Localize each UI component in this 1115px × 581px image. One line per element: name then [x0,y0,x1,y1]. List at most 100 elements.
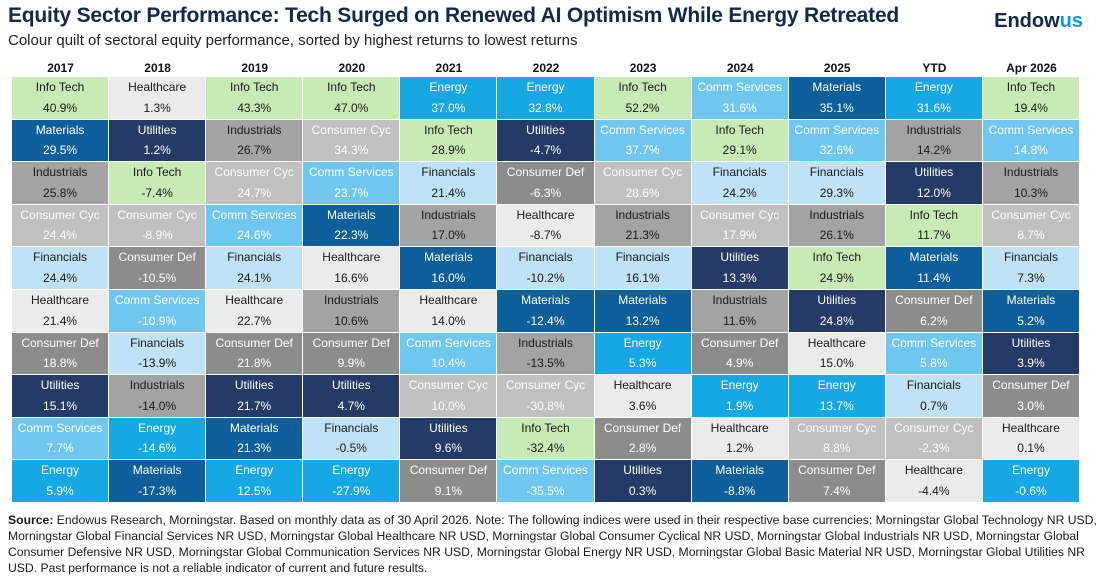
return-value: 10.3% [1013,185,1048,200]
sector-label: Comm Services [891,335,977,350]
sector-label: Healthcare [1001,420,1060,435]
sector-label: Healthcare [516,207,575,222]
quilt-cell: Utilities 24.8% [788,289,886,333]
return-value: 40.9% [43,100,78,115]
return-value: 5.2% [1017,313,1045,328]
return-value: 7.4% [823,483,851,498]
quilt-cell: Financials -13.9% [109,332,207,376]
return-value: 22.7% [237,313,272,328]
return-value: 8.8% [823,441,851,456]
return-value: -17.3% [138,483,177,498]
sector-label: Energy [41,463,80,478]
source-text: Endowus Research, Morningstar. Based on … [8,513,1097,575]
sector-label: Industrials [1003,165,1059,180]
return-value: -4.4% [918,483,950,498]
quilt-cell: Materials 22.3% [303,204,401,248]
quilt-cell: Comm Services 37.7% [594,119,692,163]
return-value: 1.3% [143,100,171,115]
return-value: 12.5% [237,483,272,498]
return-value: 14.2% [916,143,951,158]
sector-label: Info Tech [424,122,473,137]
quilt-cell: Healthcare 16.6% [303,247,401,290]
quilt-cell: Financials 29.3% [788,162,886,205]
quilt-cell: Materials 11.4% [885,247,983,290]
return-value: 24.1% [237,270,272,285]
sector-label: Utilities [331,378,371,393]
return-value: 0.3% [628,483,657,498]
quilt-cell: Healthcare 15.0% [788,332,886,376]
quilt-cell: Info Tech 40.9% [12,77,110,120]
sector-label: Healthcare [710,420,769,435]
return-value: 29.1% [722,143,757,158]
sector-label: Consumer Cyc [408,378,489,393]
sector-label: Utilities [914,165,954,180]
column-header: 2025 [823,61,851,75]
sector-label: Comm Services [114,292,200,307]
sector-label: Healthcare [225,292,284,307]
sector-label: Materials [35,122,85,137]
sector-label: Consumer Def [603,420,682,435]
column-header: 2018 [144,61,171,75]
quilt-cell: Consumer Def 7.4% [788,460,886,503]
quilt-cell: Utilities 1.2% [109,119,207,163]
sector-label: Comm Services [503,463,588,478]
quilt-cell: Consumer Cyc 8.7% [982,204,1080,248]
sector-label: Financials [324,420,379,435]
return-value: -10.2% [526,270,565,285]
sector-label: Consumer Cyc [20,207,100,222]
quilt-cell: Energy 37.0% [400,77,498,120]
return-value: 16.1% [625,270,660,285]
quilt-cell: Consumer Cyc 8.8% [788,417,886,461]
return-value: 24.7% [237,185,272,200]
return-value: 32.6% [819,143,854,158]
sector-label: Financials [518,250,573,265]
quilt-cell: Energy -14.6% [109,417,207,461]
quilt-cell: Comm Services 14.8% [982,119,1080,163]
return-value: 47.0% [334,100,369,115]
sector-label: Materials [229,420,279,435]
return-value: 29.5% [43,143,78,158]
return-value: -8.8% [723,483,756,498]
sector-label: Energy [623,335,662,350]
quilt-cell: Consumer Def 2.8% [594,417,692,461]
quilt-cell: Utilities 9.6% [400,417,498,461]
quilt-cell: Industrials 17.0% [400,204,498,248]
quilt-cell: Utilities -4.7% [497,119,595,163]
quilt-cell: Comm Services 32.6% [788,119,886,163]
return-value: -4.7% [529,143,562,158]
sector-label: Materials [618,292,667,307]
return-value: 14.8% [1013,143,1048,158]
sector-label: Energy [429,80,468,94]
quilt-cell: Energy 31.6% [885,77,983,120]
sector-label: Info Tech [521,420,570,435]
quilt-cell: Comm Services 10.4% [400,332,498,376]
sector-label: Healthcare [613,378,672,393]
return-value: 26.1% [819,228,854,243]
quilt-cell: Comm Services 7.7% [12,417,110,461]
sector-label: Info Tech [132,165,182,180]
return-value: 5.3% [628,356,657,371]
return-value: 10.0% [431,398,466,413]
sector-label: Comm Services [988,122,1074,137]
return-value: 0.1% [1017,441,1045,456]
return-value: -12.4% [526,313,565,328]
return-value: 32.8% [528,100,563,115]
quilt-cell: Comm Services 24.6% [206,204,304,248]
return-value: 26.7% [237,143,272,158]
quilt-cell: Info Tech -7.4% [109,162,207,205]
quilt-cell: Healthcare -4.4% [885,460,983,503]
return-value: 12.0% [916,185,951,200]
chart-subtitle: Colour quilt of sectoral equity performa… [8,32,578,49]
return-value: 21.4% [431,185,466,200]
sector-label: Comm Services [406,335,491,350]
quilt-cell: Energy -27.9% [303,460,401,503]
return-value: -14.0% [138,398,177,413]
sector-label: Industrials [906,122,962,137]
sector-label: Consumer Cyc [311,122,391,137]
quilt-cell: Healthcare 3.6% [594,375,692,418]
sector-label: Info Tech [618,80,667,94]
quilt-cell: Materials -8.8% [691,460,789,503]
sector-label: Consumer Cyc [991,207,1071,222]
return-value: -30.8% [526,398,565,413]
quilt-cell: Materials 21.3% [206,417,304,461]
